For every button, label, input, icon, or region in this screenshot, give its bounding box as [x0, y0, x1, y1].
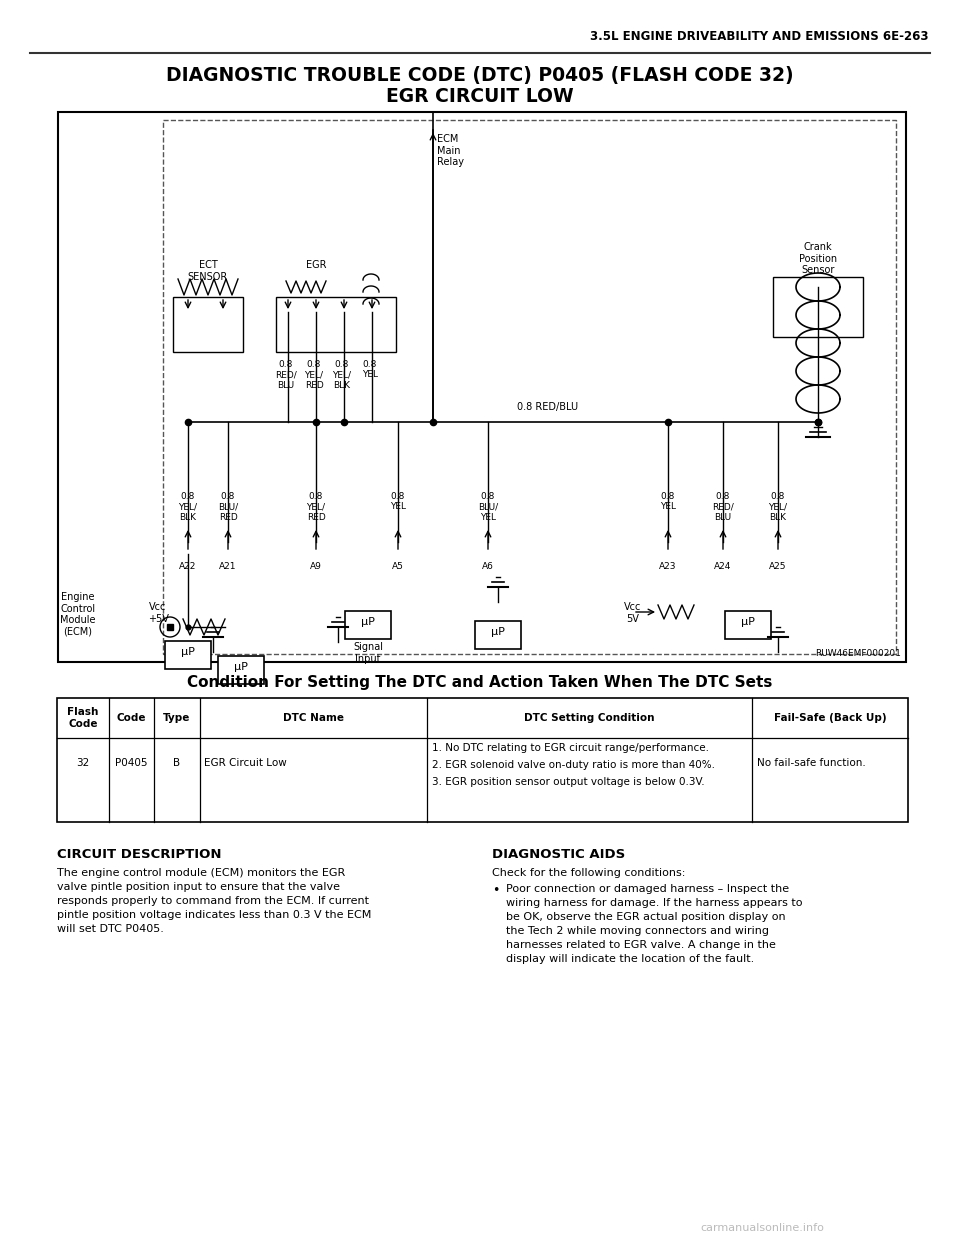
Text: Crank
Position
Sensor: Crank Position Sensor [799, 242, 837, 276]
Text: display will indicate the location of the fault.: display will indicate the location of th… [506, 954, 755, 964]
Text: A21: A21 [219, 561, 237, 571]
Text: be OK, observe the EGR actual position display on: be OK, observe the EGR actual position d… [506, 912, 785, 922]
Text: 0.8
YEL/
BLK: 0.8 YEL/ BLK [332, 360, 351, 390]
Text: 0.8
BLU/
RED: 0.8 BLU/ RED [218, 492, 238, 522]
Text: μP: μP [181, 647, 195, 657]
Text: A22: A22 [180, 561, 197, 571]
Text: 0.8
RED/
BLU: 0.8 RED/ BLU [276, 360, 297, 390]
Text: DTC Setting Condition: DTC Setting Condition [524, 713, 655, 723]
Text: 0.8
YEL/
RED: 0.8 YEL/ RED [304, 360, 324, 390]
Text: Vcc
+5V: Vcc +5V [148, 602, 168, 623]
Text: EGR CIRCUIT LOW: EGR CIRCUIT LOW [386, 87, 574, 107]
Text: μP: μP [741, 617, 755, 627]
Bar [773, 277, 863, 337]
Text: A9: A9 [310, 561, 322, 571]
Text: A24: A24 [714, 561, 732, 571]
Bar [173, 297, 243, 351]
Text: ECT
SENSOR: ECT SENSOR [188, 260, 228, 282]
Text: 0.8
YEL/
BLK: 0.8 YEL/ BLK [769, 492, 787, 522]
Bar [57, 698, 908, 822]
Bar [163, 120, 896, 655]
Text: Fail-Safe (Back Up): Fail-Safe (Back Up) [774, 713, 886, 723]
Text: carmanualsonline.info: carmanualsonline.info [700, 1223, 824, 1233]
Text: 0.8
YEL: 0.8 YEL [660, 492, 676, 512]
Text: Signal
Input: Signal Input [353, 642, 383, 663]
Text: A5: A5 [392, 561, 404, 571]
Text: wiring harness for damage. If the harness appears to: wiring harness for damage. If the harnes… [506, 898, 803, 908]
Text: B: B [174, 758, 180, 768]
Text: Type: Type [163, 713, 191, 723]
Text: EGR Circuit Low: EGR Circuit Low [204, 758, 287, 768]
Text: CIRCUIT DESCRIPTION: CIRCUIT DESCRIPTION [57, 848, 222, 861]
Text: 32: 32 [77, 758, 89, 768]
Text: μP: μP [492, 627, 505, 637]
Text: DTC Name: DTC Name [283, 713, 344, 723]
Text: 3.5L ENGINE DRIVEABILITY AND EMISSIONS 6E-263: 3.5L ENGINE DRIVEABILITY AND EMISSIONS 6… [589, 30, 928, 42]
FancyBboxPatch shape [725, 611, 771, 638]
Text: 1. No DTC relating to EGR circuit range/performance.: 1. No DTC relating to EGR circuit range/… [432, 743, 709, 753]
Text: No fail-safe function.: No fail-safe function. [757, 758, 866, 768]
Text: 0.8
YEL: 0.8 YEL [390, 492, 406, 512]
Text: A25: A25 [769, 561, 787, 571]
Text: A6: A6 [482, 561, 494, 571]
Text: 2. EGR solenoid valve on-duty ratio is more than 40%.: 2. EGR solenoid valve on-duty ratio is m… [432, 760, 715, 770]
Text: Vcc
5V: Vcc 5V [624, 602, 641, 623]
Text: pintle position voltage indicates less than 0.3 V the ECM: pintle position voltage indicates less t… [57, 910, 372, 920]
Text: Code: Code [117, 713, 146, 723]
Text: 0.8
BLU/
YEL: 0.8 BLU/ YEL [478, 492, 498, 522]
FancyBboxPatch shape [218, 656, 264, 684]
Text: μP: μP [234, 662, 248, 672]
Text: ECM
Main
Relay: ECM Main Relay [437, 134, 464, 168]
Text: 0.8
YEL: 0.8 YEL [362, 360, 378, 379]
Text: will set DTC P0405.: will set DTC P0405. [57, 924, 164, 934]
Text: EGR: EGR [305, 260, 326, 270]
Text: harnesses related to EGR valve. A change in the: harnesses related to EGR valve. A change… [506, 940, 776, 950]
Text: 0.8 RED/BLU: 0.8 RED/BLU [517, 402, 579, 412]
Text: Engine
Control
Module
(ECM): Engine Control Module (ECM) [60, 592, 96, 637]
Text: DIAGNOSTIC AIDS: DIAGNOSTIC AIDS [492, 848, 625, 861]
FancyBboxPatch shape [475, 621, 521, 650]
Text: Condition For Setting The DTC and Action Taken When The DTC Sets: Condition For Setting The DTC and Action… [187, 674, 773, 689]
Text: DIAGNOSTIC TROUBLE CODE (DTC) P0405 (FLASH CODE 32): DIAGNOSTIC TROUBLE CODE (DTC) P0405 (FLA… [166, 67, 794, 86]
Text: μP: μP [361, 617, 375, 627]
Bar [276, 297, 396, 351]
Text: 0.8
YEL/
RED: 0.8 YEL/ RED [306, 492, 325, 522]
Text: the Tech 2 while moving connectors and wiring: the Tech 2 while moving connectors and w… [506, 927, 769, 936]
Text: responds properly to command from the ECM. If current: responds properly to command from the EC… [57, 895, 369, 905]
Text: Poor connection or damaged harness – Inspect the: Poor connection or damaged harness – Ins… [506, 884, 789, 894]
FancyBboxPatch shape [165, 641, 211, 669]
Text: RUW46EMF000201: RUW46EMF000201 [815, 650, 901, 658]
Text: 3. EGR position sensor output voltage is below 0.3V.: 3. EGR position sensor output voltage is… [432, 777, 705, 787]
Text: The engine control module (ECM) monitors the EGR: The engine control module (ECM) monitors… [57, 868, 346, 878]
Text: 0.8
RED/
BLU: 0.8 RED/ BLU [712, 492, 733, 522]
Text: A23: A23 [660, 561, 677, 571]
Text: •: • [492, 884, 499, 897]
FancyBboxPatch shape [345, 611, 391, 638]
Bar [58, 112, 906, 662]
Text: 0.8
YEL/
BLK: 0.8 YEL/ BLK [179, 492, 198, 522]
Text: Flash
Code: Flash Code [67, 707, 99, 729]
Text: P0405: P0405 [115, 758, 148, 768]
Text: valve pintle position input to ensure that the valve: valve pintle position input to ensure th… [57, 882, 340, 892]
Text: Check for the following conditions:: Check for the following conditions: [492, 868, 685, 878]
